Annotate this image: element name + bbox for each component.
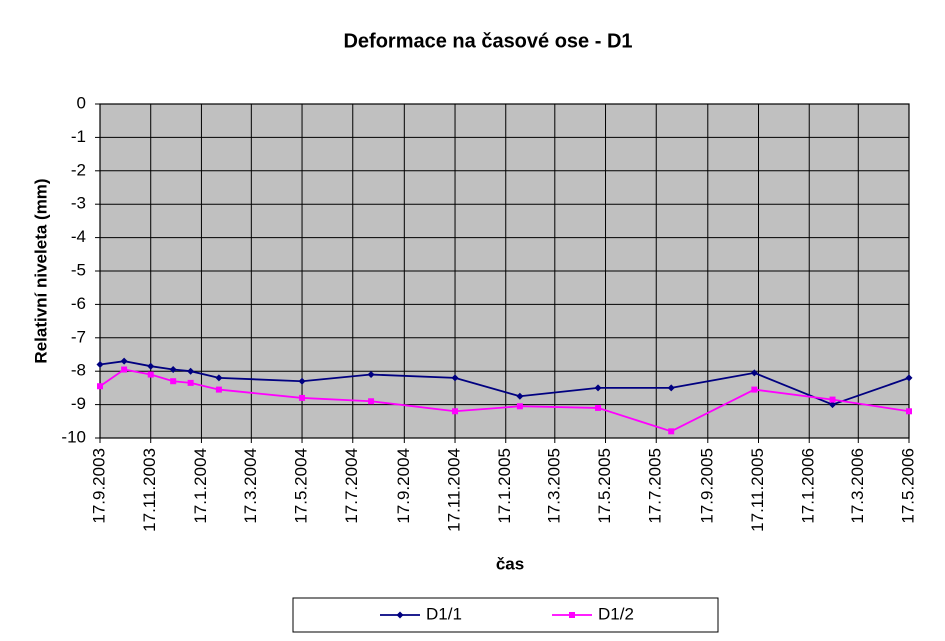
data-point bbox=[147, 362, 155, 370]
x-tick-label: 17.1.2006 bbox=[799, 448, 818, 524]
y-tick-label: -2 bbox=[71, 160, 86, 179]
y-tick-label: -1 bbox=[71, 127, 86, 146]
data-point bbox=[97, 383, 103, 390]
data-point bbox=[452, 408, 459, 415]
data-point bbox=[169, 366, 177, 374]
x-tick-label: 17.11.2003 bbox=[140, 448, 159, 532]
data-point bbox=[298, 377, 306, 385]
legend-marker bbox=[569, 612, 575, 618]
data-point bbox=[187, 367, 195, 375]
data-point bbox=[96, 361, 104, 369]
legend-label: D1/2 bbox=[598, 604, 634, 623]
data-point bbox=[516, 403, 523, 410]
data-point bbox=[595, 404, 602, 411]
data-point bbox=[829, 401, 837, 409]
data-point bbox=[594, 384, 602, 392]
data-point bbox=[751, 386, 758, 393]
y-tick-label: -7 bbox=[71, 327, 86, 346]
data-point bbox=[215, 374, 223, 382]
data-point bbox=[906, 408, 912, 415]
x-tick-label: 17.3.2004 bbox=[241, 448, 260, 524]
data-point bbox=[299, 394, 306, 401]
data-point bbox=[120, 357, 128, 365]
data-point bbox=[147, 371, 154, 378]
y-axis-title: Relativní niveleta (mm) bbox=[31, 178, 50, 363]
x-tick-label: 17.9.2003 bbox=[89, 448, 108, 524]
y-tick-label: -5 bbox=[71, 260, 86, 279]
x-tick-label: 17.1.2004 bbox=[191, 448, 210, 524]
x-tick-label: 17.7.2004 bbox=[342, 448, 361, 524]
x-axis-title: čas bbox=[496, 554, 524, 573]
y-tick-label: -8 bbox=[71, 361, 86, 380]
data-point bbox=[667, 384, 675, 392]
data-point bbox=[187, 379, 194, 386]
x-tick-label: 17.9.2005 bbox=[697, 448, 716, 524]
y-tick-label: -3 bbox=[71, 194, 86, 213]
y-tick-label: 0 bbox=[77, 93, 86, 112]
data-point bbox=[170, 378, 177, 385]
x-tick-label: 17.11.2005 bbox=[748, 448, 767, 532]
data-point bbox=[905, 374, 913, 382]
data-point bbox=[121, 366, 128, 373]
x-tick-label: 17.5.2005 bbox=[595, 448, 614, 524]
x-tick-label: 17.5.2004 bbox=[292, 448, 311, 524]
y-tick-label: -4 bbox=[71, 227, 86, 246]
y-tick-label: -6 bbox=[71, 294, 86, 313]
data-point bbox=[516, 392, 524, 400]
legend-marker bbox=[396, 611, 404, 619]
y-tick-label: -9 bbox=[71, 394, 86, 413]
x-tick-label: 17.11.2004 bbox=[445, 448, 464, 532]
x-tick-label: 17.5.2006 bbox=[898, 448, 917, 524]
x-tick-label: 17.3.2006 bbox=[848, 448, 867, 524]
data-point bbox=[215, 386, 222, 393]
x-tick-label: 17.9.2004 bbox=[394, 448, 413, 524]
data-point bbox=[367, 371, 375, 379]
plot-border bbox=[99, 103, 910, 439]
x-tick-label: 17.3.2005 bbox=[544, 448, 563, 524]
data-point bbox=[368, 398, 375, 405]
legend-box bbox=[292, 597, 719, 633]
x-tick-label: 17.1.2005 bbox=[495, 448, 514, 524]
y-tick-label: -10 bbox=[61, 427, 86, 446]
chart-title: Deformace na časové ose - D1 bbox=[343, 30, 632, 52]
x-tick-label: 17.7.2005 bbox=[646, 448, 665, 524]
legend-label: D1/1 bbox=[426, 604, 462, 623]
data-point bbox=[750, 369, 758, 377]
data-point bbox=[829, 396, 836, 403]
data-point bbox=[668, 428, 675, 435]
data-point bbox=[451, 374, 459, 382]
